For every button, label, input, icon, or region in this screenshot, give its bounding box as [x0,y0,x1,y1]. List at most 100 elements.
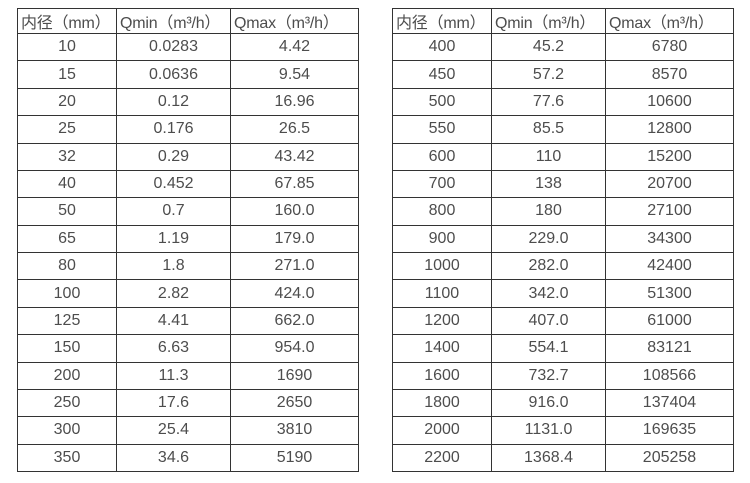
header-row: 内径（mm） Qmin（m³/h） Qmax（m³/h） [17,8,359,34]
table-row: 300 25.4 3810 [17,416,359,445]
table-cell: 42400 [605,251,734,281]
table-row: 1000 282.0 42400 [392,251,734,281]
table-row: 1400 554.1 83121 [392,334,734,363]
table-cell: 83121 [605,334,734,363]
table-cell: 0.12 [116,87,231,117]
table-cell: 407.0 [491,306,606,336]
table-cell: 45.2 [491,32,606,62]
table-row: 2200 1368.4 205258 [392,443,734,473]
table-row: 1600 732.7 108566 [392,361,734,390]
table-cell: 3810 [230,416,359,445]
table-row: 700 138 20700 [392,169,734,199]
table-cell: 85.5 [491,115,606,144]
table-head: 内径（mm） Qmin（m³/h） Qmax（m³/h） [392,8,734,34]
table-cell: 0.176 [116,115,231,144]
table-cell: 27100 [605,197,734,226]
table-cell: 6780 [605,32,734,62]
table-row: 600 110 15200 [392,142,734,171]
table-cell: 43.42 [230,142,359,171]
table-cell: 200 [17,361,117,390]
table-row: 150 6.63 954.0 [17,334,359,363]
table-row: 100 2.82 424.0 [17,279,359,308]
table-cell: 160.0 [230,197,359,226]
table-cell: 450 [392,60,492,89]
table-cell: 1100 [392,279,492,308]
table-row: 1800 916.0 137404 [392,388,734,418]
table-cell: 180 [491,197,606,226]
column-header: Qmin（m³/h） [116,8,231,34]
table-cell: 0.0636 [116,60,231,89]
table-cell: 2.82 [116,279,231,308]
table-cell: 6.63 [116,334,231,363]
table-cell: 600 [392,142,492,171]
table-cell: 1800 [392,388,492,418]
table-cell: 500 [392,87,492,117]
table-cell: 4.41 [116,306,231,336]
table-cell: 229.0 [491,224,606,254]
table-body: 10 0.0283 4.42 15 0.0636 9.54 20 0.12 16.96 25 0.1… [17,32,359,473]
table-cell: 9.54 [230,60,359,89]
table-cell: 0.0283 [116,32,231,62]
column-header: Qmin（m³/h） [491,8,606,34]
table-cell: 8570 [605,60,734,89]
table-cell: 1368.4 [491,443,606,473]
table-cell: 1131.0 [491,416,606,445]
table-cell: 100 [17,279,117,308]
table-cell: 1400 [392,334,492,363]
table-cell: 5190 [230,443,359,473]
table-cell: 20 [17,87,117,117]
table-row: 65 1.19 179.0 [17,224,359,254]
table-cell: 65 [17,224,117,254]
table-cell: 34.6 [116,443,231,473]
table-cell: 108566 [605,361,734,390]
table-cell: 0.29 [116,142,231,171]
table-cell: 271.0 [230,251,359,281]
table-cell: 15200 [605,142,734,171]
table-row: 32 0.29 43.42 [17,142,359,171]
table-cell: 11.3 [116,361,231,390]
table-body: 400 45.2 6780 450 57.2 8570 500 77.6 10600 550 85.… [392,32,734,473]
table-cell: 1200 [392,306,492,336]
table-cell: 32 [17,142,117,171]
table-cell: 2650 [230,388,359,418]
table-cell: 40 [17,169,117,199]
table-cell: 34300 [605,224,734,254]
table-row: 40 0.452 67.85 [17,169,359,199]
table-cell: 150 [17,334,117,363]
table-cell: 342.0 [491,279,606,308]
table-row: 350 34.6 5190 [17,443,359,473]
table-cell: 916.0 [491,388,606,418]
table-cell: 954.0 [230,334,359,363]
table-cell: 205258 [605,443,734,473]
table-row: 250 17.6 2650 [17,388,359,418]
table-row: 25 0.176 26.5 [17,115,359,144]
table-cell: 0.452 [116,169,231,199]
table-cell: 400 [392,32,492,62]
table-cell: 80 [17,251,117,281]
table-cell: 300 [17,416,117,445]
column-header: Qmax（m³/h） [230,8,359,34]
table-row: 20 0.12 16.96 [17,87,359,117]
table-row: 500 77.6 10600 [392,87,734,117]
table-cell: 10 [17,32,117,62]
table-cell: 4.42 [230,32,359,62]
table-cell: 51300 [605,279,734,308]
table-cell: 12800 [605,115,734,144]
table-cell: 1.19 [116,224,231,254]
table-cell: 179.0 [230,224,359,254]
header-row: 内径（mm） Qmin（m³/h） Qmax（m³/h） [392,8,734,34]
column-header: 内径（mm） [392,8,492,34]
table-row: 1200 407.0 61000 [392,306,734,336]
table-row: 550 85.5 12800 [392,115,734,144]
table-cell: 26.5 [230,115,359,144]
table-row: 15 0.0636 9.54 [17,60,359,89]
table-cell: 554.1 [491,334,606,363]
table-cell: 1000 [392,251,492,281]
table-cell: 10600 [605,87,734,117]
table-row: 10 0.0283 4.42 [17,32,359,62]
table-cell: 57.2 [491,60,606,89]
table-cell: 137404 [605,388,734,418]
table-row: 50 0.7 160.0 [17,197,359,226]
table-row: 2000 1131.0 169635 [392,416,734,445]
table-row: 125 4.41 662.0 [17,306,359,336]
